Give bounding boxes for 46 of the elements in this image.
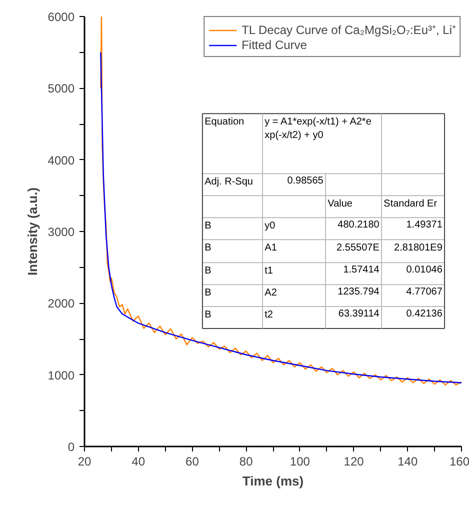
- annotation: 1.57414: [343, 264, 380, 276]
- y-tick-label: 0: [68, 440, 75, 454]
- annotation: y = A1*exp(-x/t1) + A2*e: [264, 116, 372, 128]
- legend-label: Fitted Curve: [242, 38, 307, 52]
- annotation: 2.55507E: [336, 242, 380, 254]
- annotation: 4.77067: [406, 286, 443, 298]
- y-tick-label: 3000: [48, 225, 75, 239]
- annotation: Adj. R-Squ: [204, 176, 253, 188]
- annotation: t1: [264, 265, 274, 276]
- x-tick-label: 100: [290, 454, 310, 468]
- y-tick-label: 6000: [48, 10, 75, 24]
- annotation: t2: [264, 309, 274, 320]
- annotation: 0.01046: [406, 264, 443, 276]
- annotation: y0: [264, 220, 276, 232]
- annotation: 63.39114: [338, 308, 380, 320]
- annotation: A2: [264, 287, 278, 298]
- y-tick-label: 1000: [48, 368, 75, 382]
- annotation: Value: [328, 198, 353, 210]
- annotation: 0.98565: [287, 175, 324, 186]
- x-tick-label: 120: [344, 454, 364, 468]
- legend-label: TL Decay Curve of Ca₂MgSi₂O₇:Eu³⁺, Li⁺: [242, 22, 456, 38]
- x-tick-label: 140: [398, 454, 418, 468]
- annotation: B: [204, 309, 212, 320]
- x-tick-label: 40: [132, 454, 146, 468]
- y-axis-title: Intensity (a.u.): [24, 187, 40, 276]
- annotation: Standard Er: [384, 198, 438, 210]
- annotation: 2.81801E9: [394, 242, 443, 254]
- annotation: 1.49371: [406, 219, 443, 230]
- x-tick-label: 20: [78, 454, 92, 468]
- annotation: B: [204, 265, 212, 276]
- annotation: 0.42136: [406, 308, 443, 320]
- y-tick-label: 4000: [48, 153, 75, 168]
- y-tick-label: 2000: [48, 296, 75, 311]
- annotation: B: [204, 287, 212, 298]
- annotation: A1: [264, 242, 278, 254]
- annotation: 480.2180: [338, 219, 380, 230]
- x-axis-title: Time (ms): [242, 474, 304, 488]
- annotation: B: [204, 242, 212, 254]
- y-tick-label: 5000: [48, 82, 75, 96]
- annotation: xp(-x/t2) + y0: [264, 130, 324, 142]
- annotation: Equation: [204, 116, 244, 128]
- x-tick-label: 80: [239, 454, 254, 468]
- annotation: B: [204, 220, 212, 232]
- annotation: 1235.794: [338, 286, 380, 298]
- x-tick-label: 160: [449, 454, 469, 468]
- x-tick-label: 60: [186, 454, 200, 468]
